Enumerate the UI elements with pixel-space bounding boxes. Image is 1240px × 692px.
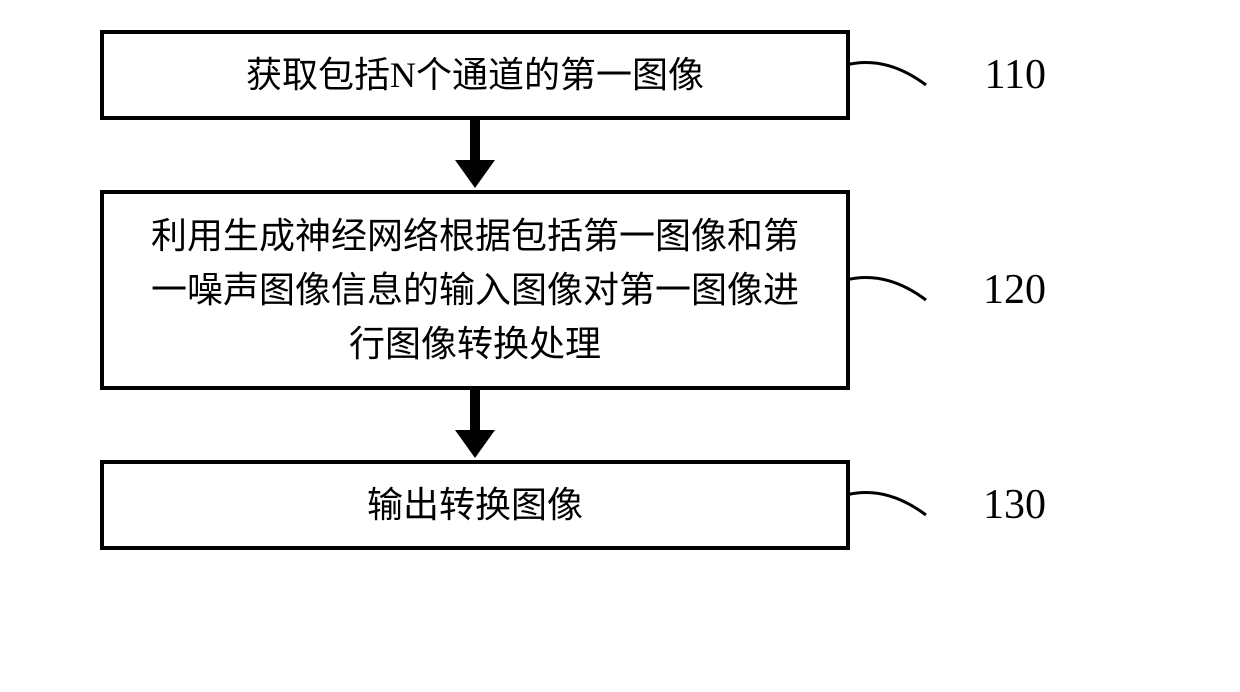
step1-label: 110 bbox=[985, 51, 1046, 99]
arrow-down-icon bbox=[445, 390, 505, 460]
flowchart-node-step1: 获取包括N个通道的第一图像 110 bbox=[100, 30, 850, 120]
connector-curve-3 bbox=[846, 475, 946, 535]
step2-text: 利用生成神经网络根据包括第一图像和第一噪声图像信息的输入图像对第一图像进行图像转… bbox=[134, 209, 816, 371]
flowchart-node-step3: 输出转换图像 130 bbox=[100, 460, 850, 550]
connector-curve-2 bbox=[846, 260, 946, 320]
step3-label: 130 bbox=[983, 481, 1046, 529]
arrow-2 bbox=[100, 390, 850, 460]
step2-label: 120 bbox=[983, 266, 1046, 314]
flowchart-node-step2: 利用生成神经网络根据包括第一图像和第一噪声图像信息的输入图像对第一图像进行图像转… bbox=[100, 190, 850, 390]
arrow-1 bbox=[100, 120, 850, 190]
connector-curve-1 bbox=[846, 45, 946, 105]
step1-text: 获取包括N个通道的第一图像 bbox=[246, 48, 704, 102]
step3-text: 输出转换图像 bbox=[367, 478, 583, 532]
flowchart-container: 获取包括N个通道的第一图像 110 利用生成神经网络根据包括第一图像和第一噪声图… bbox=[100, 30, 1100, 550]
arrow-down-icon bbox=[445, 120, 505, 190]
